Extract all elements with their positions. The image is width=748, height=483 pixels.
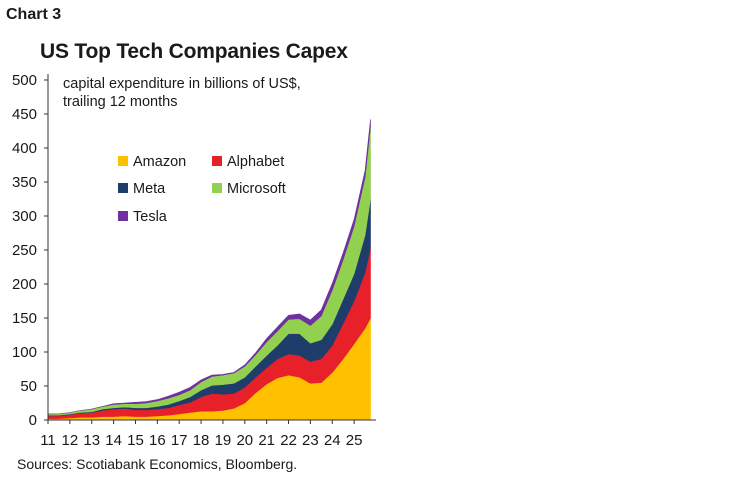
subtitle-line-1: capital expenditure in billions of US$, [63, 76, 301, 92]
area-layers [47, 119, 371, 421]
y-tick-label: 250 [12, 242, 37, 259]
legend-label-microsoft: Microsoft [227, 181, 286, 197]
x-tick-label: 20 [236, 432, 253, 449]
x-tick-label: 25 [346, 432, 363, 449]
x-tick-label: 13 [83, 432, 100, 449]
y-tick-label: 50 [20, 378, 37, 395]
y-tick-label: 300 [12, 208, 37, 225]
legend-swatch-amazon [118, 156, 128, 166]
source-note: Sources: Scotiabank Economics, Bloomberg… [17, 456, 298, 472]
y-tick-label: 400 [12, 140, 37, 157]
x-tick-label: 18 [193, 432, 210, 449]
y-tick-label: 450 [12, 106, 37, 123]
legend-swatch-alphabet [212, 156, 222, 166]
x-tick-label: 12 [62, 432, 79, 449]
y-tick-label: 0 [29, 412, 37, 429]
legend-label-amazon: Amazon [133, 154, 186, 170]
legend-label-alphabet: Alphabet [227, 154, 284, 170]
x-tick-label: 23 [302, 432, 319, 449]
y-tick-label: 150 [12, 310, 37, 327]
x-tick-label: 14 [105, 432, 122, 449]
legend-swatch-meta [118, 183, 128, 193]
legend: Amazon Alphabet Meta Microsoft Tesla [118, 154, 286, 225]
y-tick-label: 200 [12, 276, 37, 293]
legend-swatch-tesla [118, 211, 128, 221]
x-tick-label: 17 [171, 432, 188, 449]
x-tick-label: 24 [324, 432, 341, 449]
y-tick-label: 500 [12, 72, 37, 89]
x-tick-label: 22 [280, 432, 297, 449]
x-tick-label: 19 [215, 432, 232, 449]
area-tesla [48, 119, 371, 415]
legend-label-tesla: Tesla [133, 209, 168, 225]
chart-title: US Top Tech Companies Capex [40, 40, 348, 63]
x-tick-label: 11 [40, 432, 56, 449]
y-tick-label: 350 [12, 174, 37, 191]
legend-label-meta: Meta [133, 181, 166, 197]
x-tick-label: 16 [149, 432, 166, 449]
legend-swatch-microsoft [212, 183, 222, 193]
chart-number-label: Chart 3 [6, 6, 62, 23]
subtitle-line-2: trailing 12 months [63, 94, 177, 110]
y-tick-label: 100 [12, 344, 37, 361]
axes: 0 50 100 150 200 250 300 350 400 450 500 11 12 13 14 15… [12, 72, 376, 449]
x-tick-label: 15 [127, 432, 144, 449]
x-tick-label: 21 [258, 432, 275, 449]
